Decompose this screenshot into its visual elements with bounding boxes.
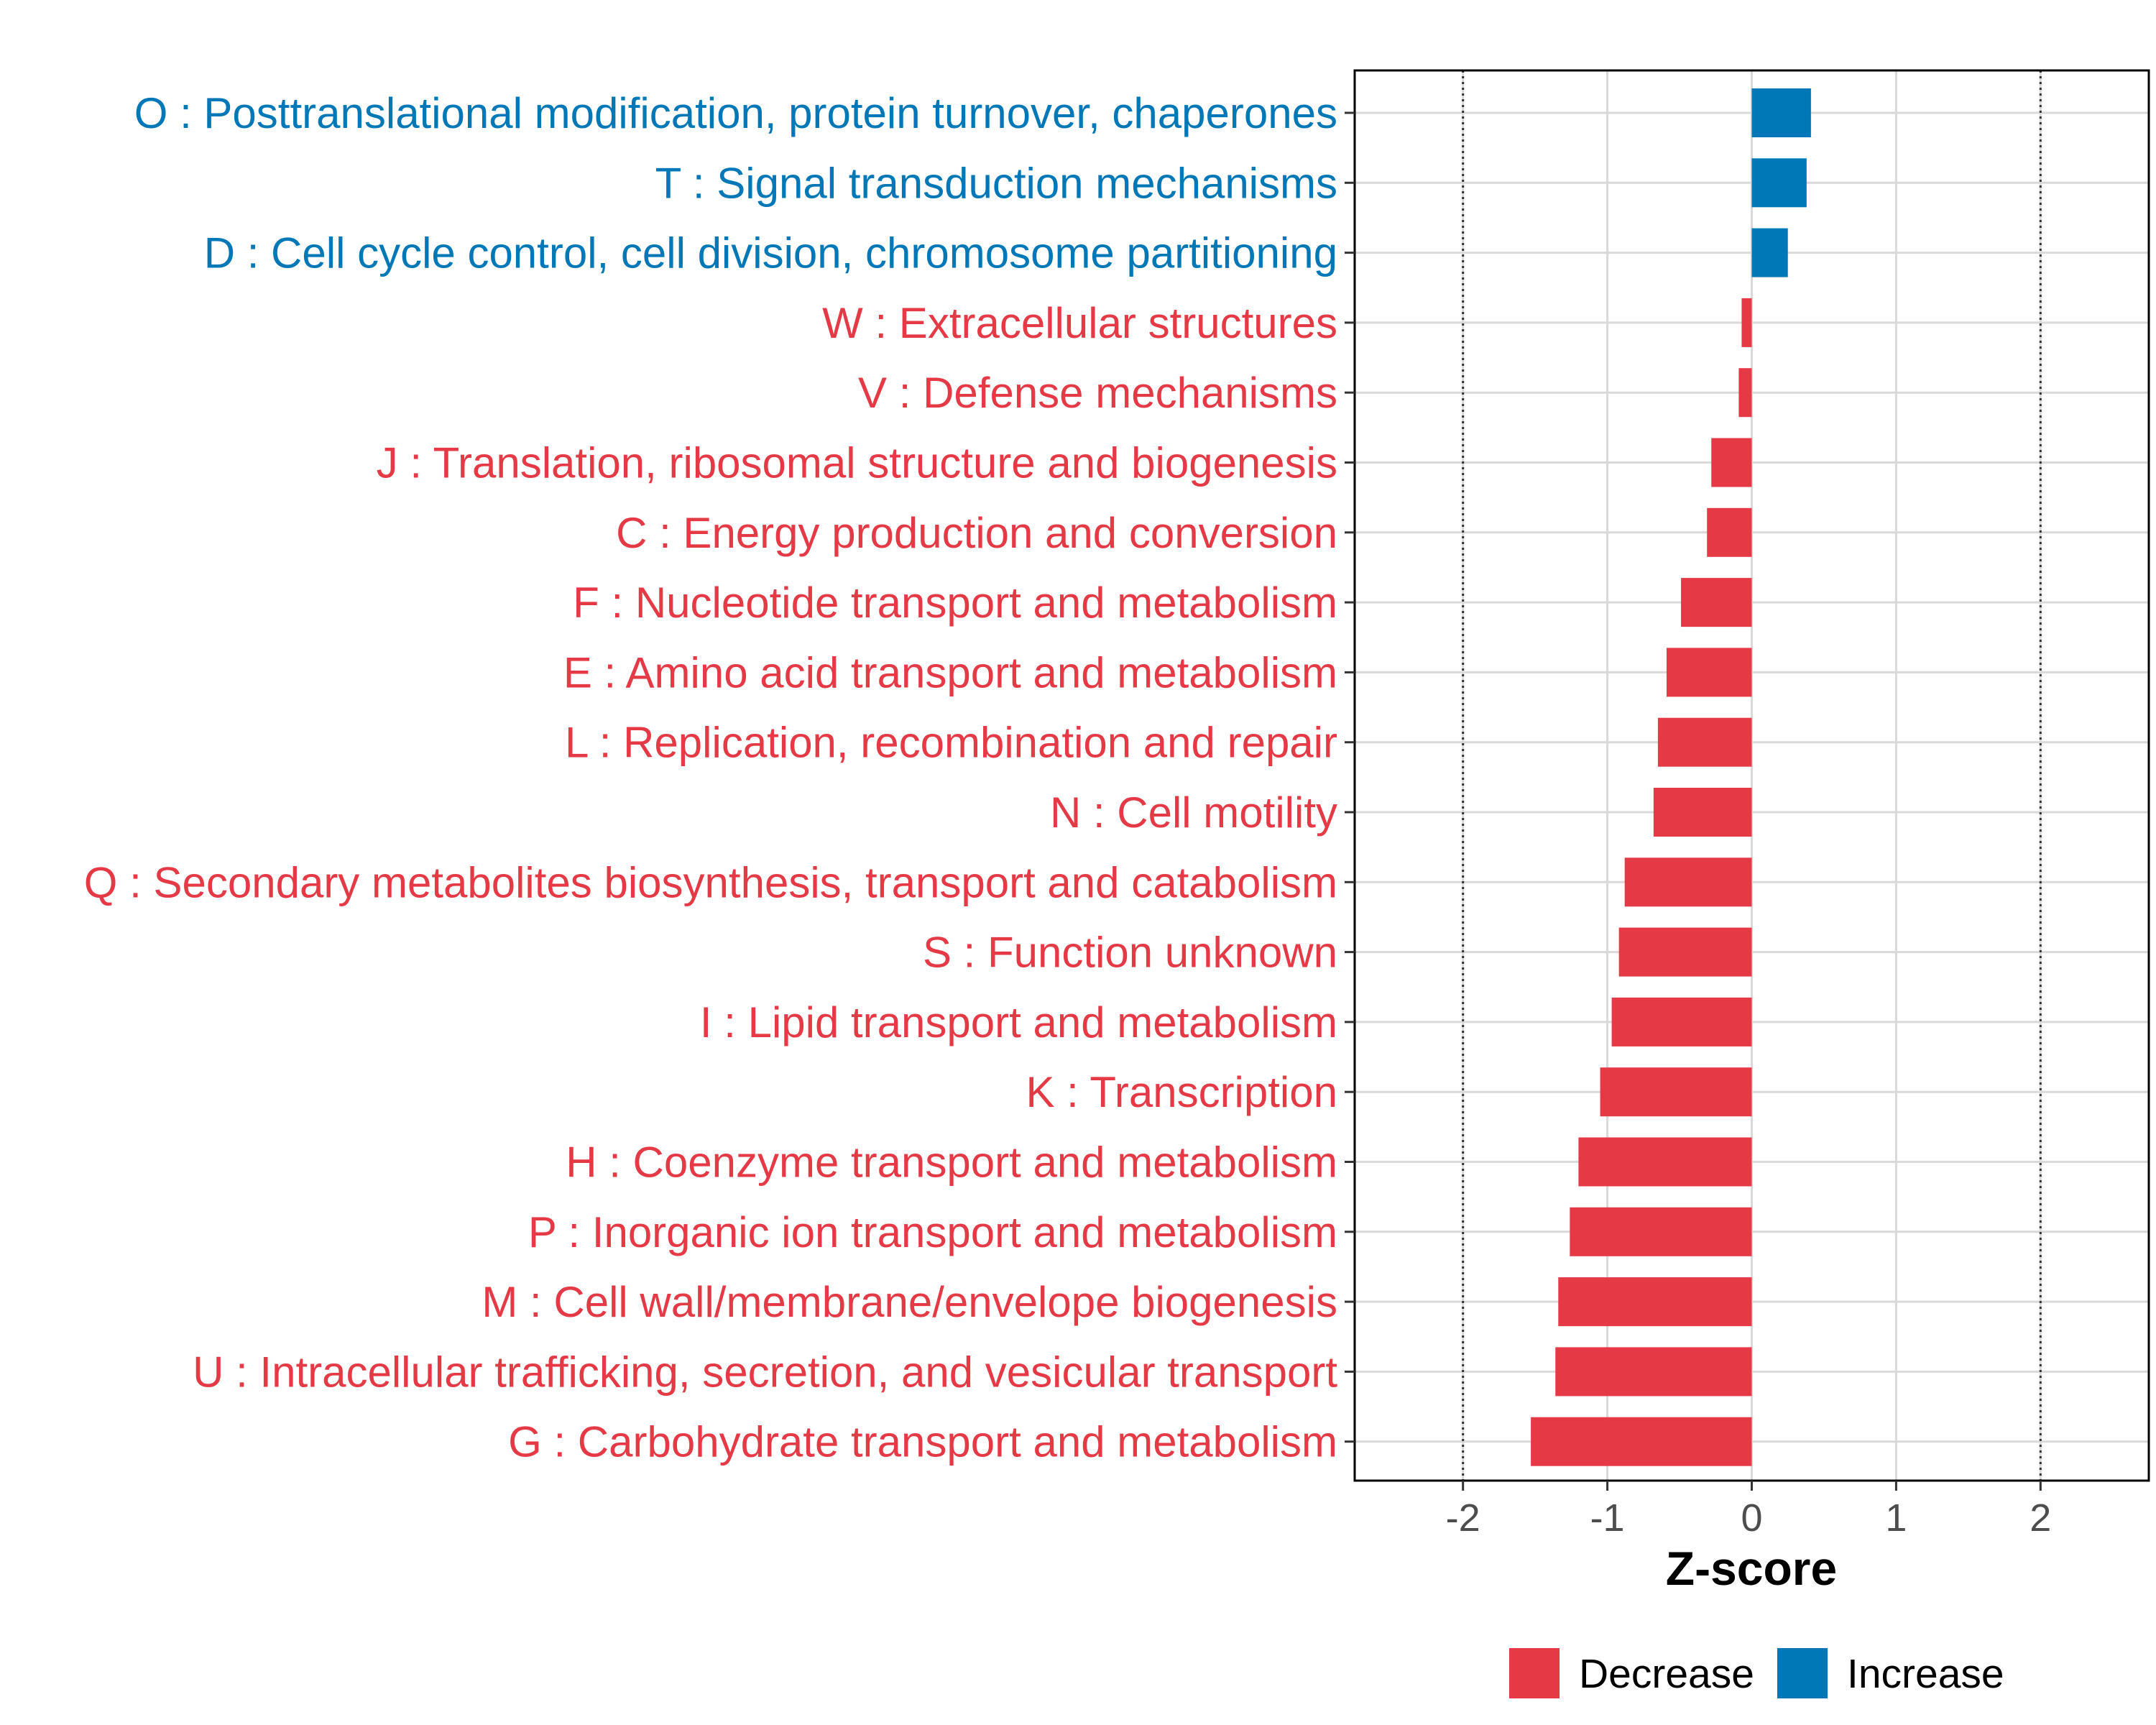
bar <box>1751 228 1788 277</box>
category-label: J : Translation, ribosomal structure and… <box>377 439 1337 487</box>
category-label: W : Extracellular structures <box>822 299 1337 347</box>
category-labels: O : Posttranslational modification, prot… <box>84 89 1338 1466</box>
bar <box>1666 648 1752 697</box>
legend-swatch <box>1777 1648 1828 1698</box>
bar <box>1578 1137 1752 1187</box>
legend-label: Increase <box>1847 1651 2004 1697</box>
bar <box>1707 507 1752 557</box>
bar <box>1600 1067 1752 1117</box>
bar <box>1738 368 1752 418</box>
x-tick-label: 0 <box>1741 1496 1762 1540</box>
bar <box>1657 717 1752 767</box>
bar <box>1751 158 1807 208</box>
bar <box>1618 927 1752 977</box>
category-label: C : Energy production and conversion <box>616 509 1337 557</box>
bar <box>1558 1277 1752 1327</box>
category-label: T : Signal transduction mechanisms <box>655 159 1337 207</box>
axes: -2 -1 0 1 2 <box>1345 111 2051 1540</box>
bar <box>1624 857 1752 907</box>
x-tick-label: 2 <box>2030 1496 2051 1540</box>
bar <box>1611 997 1752 1046</box>
category-label: K : Transcription <box>1026 1068 1337 1116</box>
bar <box>1570 1207 1752 1256</box>
category-label: G : Carbohydrate transport and metabolis… <box>508 1418 1337 1466</box>
bar <box>1531 1417 1752 1466</box>
bar <box>1751 88 1811 137</box>
x-tick-label: 1 <box>1885 1496 1907 1540</box>
x-tick-label: -1 <box>1590 1496 1625 1540</box>
category-label: V : Defense mechanisms <box>858 369 1337 417</box>
bar <box>1681 578 1752 627</box>
bars <box>1531 88 1811 1466</box>
category-label: P : Inorganic ion transport and metaboli… <box>528 1208 1337 1256</box>
category-label: I : Lipid transport and metabolism <box>700 998 1337 1046</box>
category-label: O : Posttranslational modification, prot… <box>134 89 1337 137</box>
legend-label: Decrease <box>1579 1651 1754 1697</box>
legend-swatch <box>1509 1648 1560 1698</box>
category-label: D : Cell cycle control, cell division, c… <box>204 229 1337 277</box>
category-label: S : Function unknown <box>923 929 1337 977</box>
category-label: U : Intracellular trafficking, secretion… <box>193 1348 1337 1396</box>
legend: Decrease Increase <box>1509 1648 2004 1698</box>
bar <box>1555 1347 1752 1397</box>
bar <box>1711 438 1752 487</box>
category-label: M : Cell wall/membrane/envelope biogenes… <box>482 1278 1337 1326</box>
category-label: N : Cell motility <box>1050 788 1337 837</box>
x-tick-label: -2 <box>1446 1496 1480 1540</box>
category-label: L : Replication, recombination and repai… <box>565 719 1337 767</box>
bar <box>1741 298 1752 347</box>
bar <box>1653 788 1752 837</box>
category-label: E : Amino acid transport and metabolism <box>563 648 1337 696</box>
category-label: Q : Secondary metabolites biosynthesis, … <box>84 858 1337 906</box>
category-label: F : Nucleotide transport and metabolism <box>573 579 1337 627</box>
x-axis-title: Z-score <box>1666 1542 1837 1595</box>
category-label: H : Coenzyme transport and metabolism <box>566 1138 1337 1187</box>
